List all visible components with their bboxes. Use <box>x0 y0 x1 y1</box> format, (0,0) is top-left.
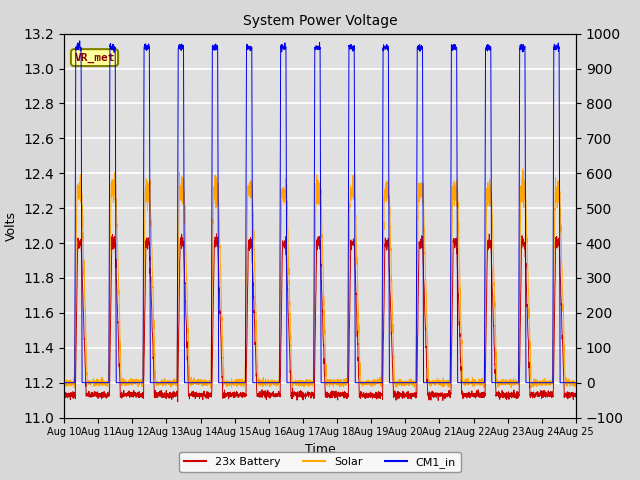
Text: VR_met: VR_met <box>74 52 115 63</box>
Legend: 23x Battery, Solar, CM1_in: 23x Battery, Solar, CM1_in <box>179 452 461 472</box>
Title: System Power Voltage: System Power Voltage <box>243 14 397 28</box>
Y-axis label: Volts: Volts <box>4 211 18 240</box>
X-axis label: Time: Time <box>305 443 335 456</box>
